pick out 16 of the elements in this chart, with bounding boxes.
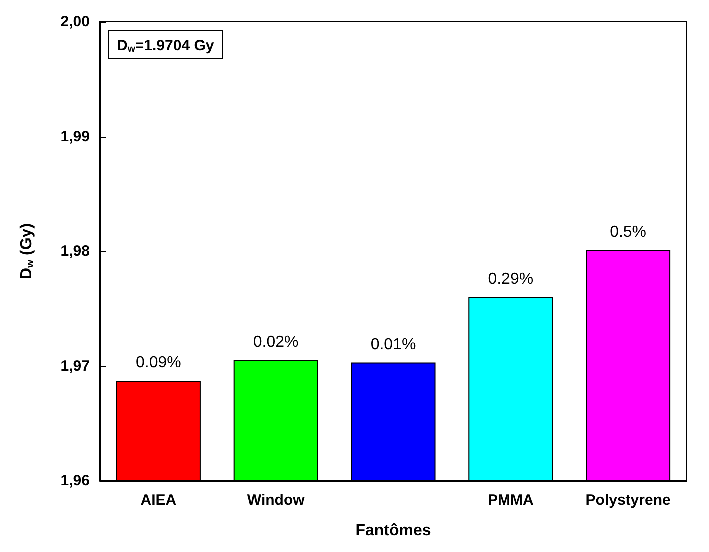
- y-tick-label: 1,98: [60, 243, 90, 260]
- x-tick-label: AIEA: [140, 492, 177, 509]
- x-tick-label: Window: [247, 492, 306, 509]
- y-tick-label: 2,00: [60, 14, 90, 30]
- y-axis-title: Dw (Gy): [18, 223, 36, 280]
- x-tick-label: PMMA: [488, 492, 534, 509]
- x-tick-label: Polystyrene: [586, 492, 671, 509]
- y-tick-label: 1,97: [60, 358, 90, 375]
- x-axis-title: Fantômes: [356, 522, 432, 540]
- annotation: 0.29%: [488, 270, 534, 288]
- y-tick-label: 1,99: [60, 128, 90, 146]
- annotation: 0.02%: [253, 334, 299, 352]
- y-tick-label: 1,96: [60, 472, 90, 490]
- annotation: 0.01%: [370, 336, 416, 354]
- annotation: 0.09%: [136, 354, 182, 372]
- annotation: 0.5%: [610, 224, 647, 241]
